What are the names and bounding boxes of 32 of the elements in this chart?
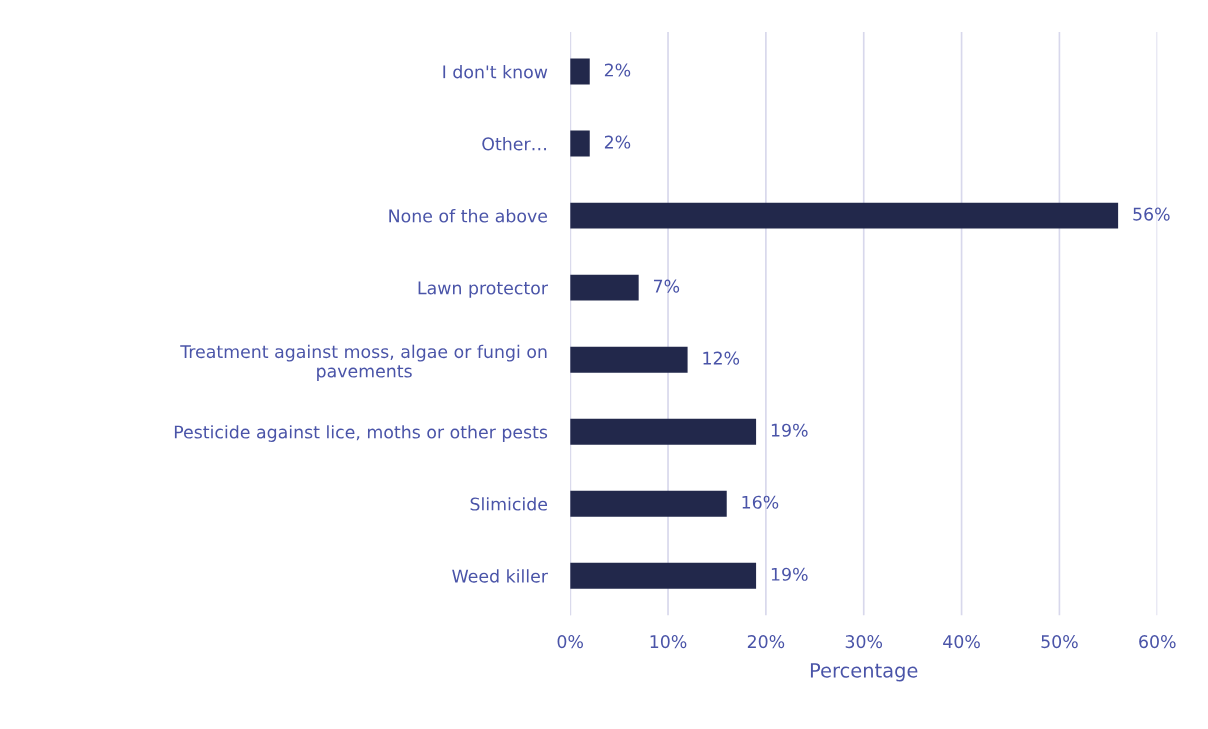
bar	[570, 346, 688, 373]
x-tick-label: 60%	[1139, 635, 1176, 649]
bar	[570, 274, 639, 301]
y-tick-label: Pesticide against lice, moths or other pests	[174, 425, 548, 442]
x-tick-label: 20%	[747, 635, 785, 649]
x-tick-label: 30%	[845, 635, 883, 649]
bar	[570, 58, 590, 85]
data-label: 7%	[653, 279, 680, 293]
bar	[570, 130, 590, 157]
y-tick-label: I don't know	[443, 64, 548, 79]
data-label: 2%	[604, 63, 631, 77]
data-label: 19%	[771, 423, 808, 437]
data-label: 19%	[771, 567, 808, 581]
data-label: 56%	[1133, 207, 1170, 221]
bar	[570, 490, 727, 517]
x-tick-label: 50%	[1041, 635, 1078, 649]
x-tick-label: 40%	[943, 635, 980, 649]
x-tick-label: 0%	[557, 635, 583, 649]
y-tick-label: Lawn protector	[418, 281, 548, 298]
y-tick-label: Slimicide	[470, 497, 548, 511]
y-tick-label: None of the above	[389, 209, 548, 223]
y-tick-label: Other…	[482, 136, 546, 151]
x-axis-title: Percentage	[810, 663, 918, 682]
bar	[570, 202, 1119, 229]
y-tick-label: Treatment against moss, algae or fungi on pavements	[180, 344, 547, 381]
x-tick-label: 10%	[650, 635, 687, 649]
bar	[570, 418, 757, 445]
data-label: 2%	[604, 135, 631, 149]
data-label: 12%	[703, 351, 740, 365]
bar	[570, 562, 757, 589]
y-tick-label: Weed killer	[452, 569, 548, 583]
data-label: 16%	[742, 495, 779, 509]
